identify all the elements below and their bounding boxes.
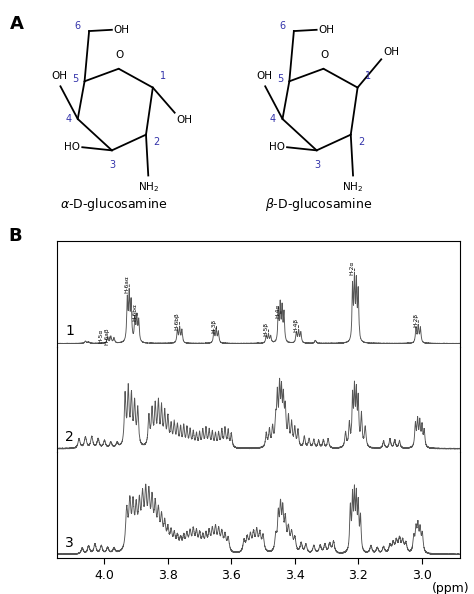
Text: 6: 6 xyxy=(280,21,286,31)
Text: OH: OH xyxy=(383,47,399,57)
Text: NH$_2$: NH$_2$ xyxy=(343,181,364,194)
Text: A: A xyxy=(10,15,24,33)
Text: 1: 1 xyxy=(65,324,74,338)
Text: H-6bβ: H-6bβ xyxy=(174,312,180,330)
Text: OH: OH xyxy=(114,25,130,35)
Text: H-6bα: H-6bα xyxy=(132,304,137,321)
Text: OH: OH xyxy=(256,71,272,81)
Text: $\alpha$-D-glucosamine: $\alpha$-D-glucosamine xyxy=(60,196,168,213)
Text: (ppm): (ppm) xyxy=(432,582,469,594)
Text: 1: 1 xyxy=(365,71,371,81)
Text: 1: 1 xyxy=(160,71,166,81)
Text: 3: 3 xyxy=(109,160,116,170)
Text: 6: 6 xyxy=(75,21,81,31)
Text: H-4β: H-4β xyxy=(293,318,299,332)
Text: NH$_2$: NH$_2$ xyxy=(138,181,159,194)
Text: OH: OH xyxy=(176,115,192,125)
Text: 3: 3 xyxy=(65,536,73,550)
Text: B: B xyxy=(8,227,22,245)
Text: H-6aα: H-6aα xyxy=(124,275,129,293)
Text: O: O xyxy=(116,50,124,60)
Text: 4: 4 xyxy=(65,114,72,124)
Text: H-3β: H-3β xyxy=(211,318,217,333)
Text: HO: HO xyxy=(269,142,285,152)
Text: 2: 2 xyxy=(153,137,160,147)
Text: OH: OH xyxy=(52,71,67,81)
Text: 5: 5 xyxy=(72,74,78,84)
Text: 4: 4 xyxy=(270,114,276,124)
Text: O: O xyxy=(320,50,328,60)
Text: 3: 3 xyxy=(314,160,320,170)
Text: 2: 2 xyxy=(358,137,365,147)
Text: HO: HO xyxy=(64,142,81,152)
Text: $\beta$-D-glucosamine: $\beta$-D-glucosamine xyxy=(265,196,373,213)
Text: 2: 2 xyxy=(65,430,73,444)
Text: H-4α: H-4α xyxy=(276,304,281,318)
Text: H-5β: H-5β xyxy=(264,322,268,336)
Text: OH: OH xyxy=(319,25,335,35)
Text: H-2α: H-2α xyxy=(349,261,355,275)
Text: 5: 5 xyxy=(277,74,283,84)
Text: H-5α
H-6aβ: H-5α H-6aβ xyxy=(99,327,109,345)
Text: H-2β: H-2β xyxy=(413,312,418,327)
